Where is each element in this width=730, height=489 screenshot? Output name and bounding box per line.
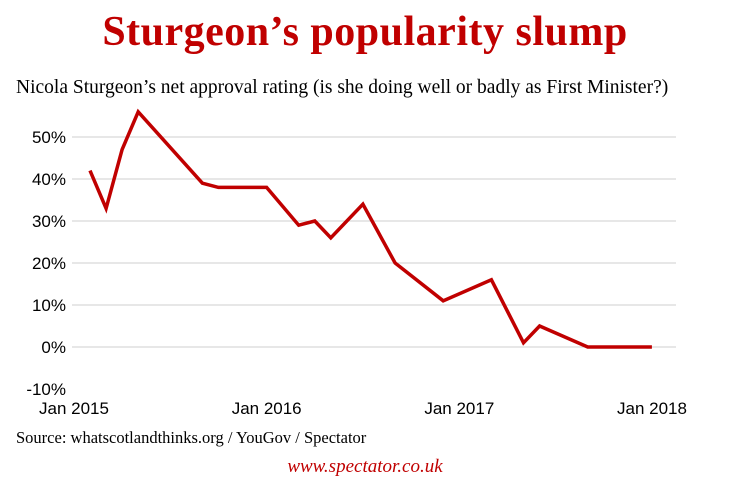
source-note: Source: whatscotlandthinks.org / YouGov … xyxy=(16,428,367,447)
chart-title: Sturgeon’s popularity slump xyxy=(102,9,628,55)
y-tick-label: 30% xyxy=(32,212,66,231)
footer-link[interactable]: www.spectator.co.uk xyxy=(287,456,443,477)
chart-subtitle: Nicola Sturgeon’s net approval rating (i… xyxy=(16,77,669,98)
y-tick-label: -10% xyxy=(26,380,66,399)
x-tick-label: Jan 2017 xyxy=(424,399,494,418)
gridlines xyxy=(72,136,676,348)
y-tick-label: 10% xyxy=(32,296,66,315)
approval-series-line xyxy=(88,108,652,349)
x-tick-label: Jan 2018 xyxy=(617,399,687,418)
y-tick-label: 0% xyxy=(41,338,66,357)
y-axis-ticks: -10% 0% 10% 20% 30% 40% 50% xyxy=(26,128,66,399)
y-tick-label: 40% xyxy=(32,170,66,189)
x-tick-label: Jan 2015 xyxy=(39,399,109,418)
x-axis-ticks: Jan 2015 Jan 2016 Jan 2017 Jan 2018 xyxy=(39,399,687,418)
series-group xyxy=(88,108,652,349)
x-tick-label: Jan 2016 xyxy=(232,399,302,418)
y-tick-label: 50% xyxy=(32,128,66,147)
y-tick-label: 20% xyxy=(32,254,66,273)
